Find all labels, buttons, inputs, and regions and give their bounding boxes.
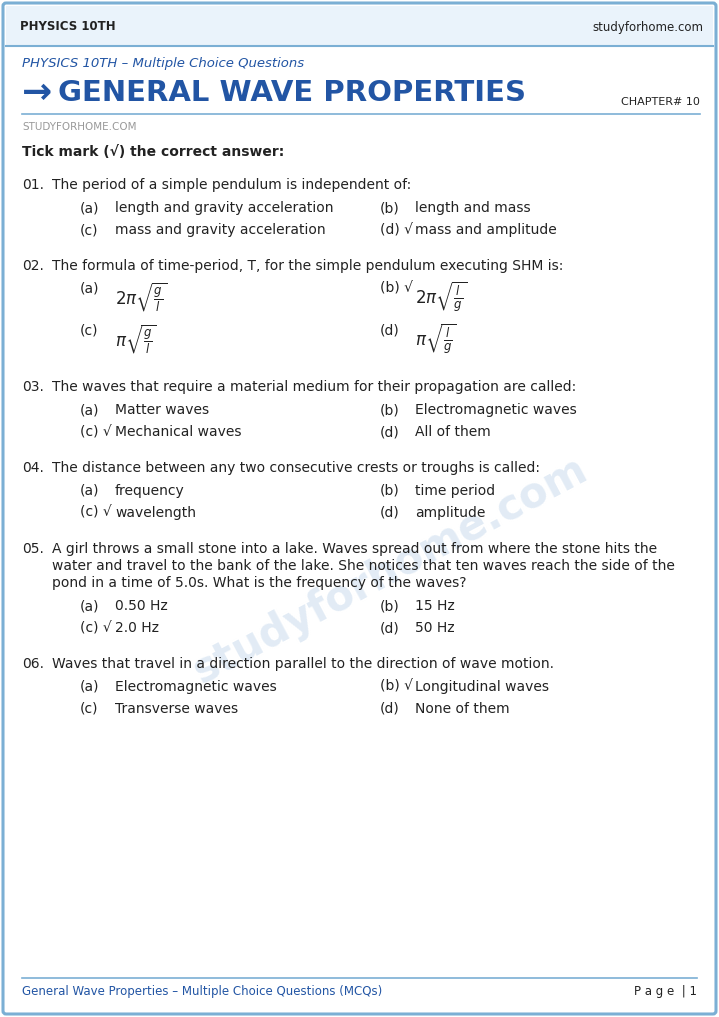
Text: mass and gravity acceleration: mass and gravity acceleration (115, 223, 326, 237)
Text: (c): (c) (80, 223, 99, 237)
Text: A girl throws a small stone into a lake. Waves spread out from where the stone h: A girl throws a small stone into a lake.… (52, 542, 657, 556)
Text: Transverse waves: Transverse waves (115, 702, 238, 716)
Text: (a): (a) (80, 599, 99, 613)
Text: (c) √: (c) √ (80, 425, 111, 439)
Text: None of them: None of them (415, 702, 510, 716)
Text: (d): (d) (380, 621, 400, 635)
FancyBboxPatch shape (3, 3, 716, 1014)
Text: Tick mark (√) the correct answer:: Tick mark (√) the correct answer: (22, 145, 284, 159)
Text: (b): (b) (380, 201, 400, 215)
Text: (d): (d) (380, 506, 400, 520)
Text: length and gravity acceleration: length and gravity acceleration (115, 201, 334, 215)
Text: 04.: 04. (22, 461, 44, 475)
Text: STUDYFORHOME.COM: STUDYFORHOME.COM (22, 122, 137, 132)
Text: →: → (22, 76, 52, 110)
Text: 15 Hz: 15 Hz (415, 599, 454, 613)
Text: pond in a time of 5.0s. What is the frequency of the waves?: pond in a time of 5.0s. What is the freq… (52, 576, 467, 590)
Text: PHYSICS 10TH – Multiple Choice Questions: PHYSICS 10TH – Multiple Choice Questions (22, 58, 304, 70)
Text: (b): (b) (380, 403, 400, 417)
Text: The formula of time-period, T, for the simple pendulum executing SHM is:: The formula of time-period, T, for the s… (52, 259, 564, 273)
Text: (b): (b) (380, 599, 400, 613)
Text: CHAPTER# 10: CHAPTER# 10 (621, 97, 700, 107)
Text: Electromagnetic waves: Electromagnetic waves (415, 403, 577, 417)
Text: PHYSICS 10TH: PHYSICS 10TH (20, 20, 116, 34)
Text: (d) √: (d) √ (380, 223, 413, 237)
Text: Matter waves: Matter waves (115, 403, 209, 417)
Text: GENERAL WAVE PROPERTIES: GENERAL WAVE PROPERTIES (58, 79, 526, 107)
Text: $2\pi\sqrt{\frac{l}{g}}$: $2\pi\sqrt{\frac{l}{g}}$ (415, 280, 467, 314)
Text: mass and amplitude: mass and amplitude (415, 223, 557, 237)
Text: $\pi\sqrt{\frac{g}{l}}$: $\pi\sqrt{\frac{g}{l}}$ (115, 322, 157, 356)
Text: The period of a simple pendulum is independent of:: The period of a simple pendulum is indep… (52, 178, 411, 192)
Text: (c) √: (c) √ (80, 506, 111, 520)
Text: water and travel to the bank of the lake. She notices that ten waves reach the s: water and travel to the bank of the lake… (52, 559, 675, 573)
Text: (c) √: (c) √ (80, 621, 111, 635)
Text: (d): (d) (380, 425, 400, 439)
Text: 2.0 Hz: 2.0 Hz (115, 621, 159, 635)
Text: length and mass: length and mass (415, 201, 531, 215)
Text: (d): (d) (380, 702, 400, 716)
Text: (b) √: (b) √ (380, 680, 413, 694)
Text: (c): (c) (80, 702, 99, 716)
Text: frequency: frequency (115, 484, 185, 498)
Text: wavelength: wavelength (115, 506, 196, 520)
Text: amplitude: amplitude (415, 506, 485, 520)
Text: 02.: 02. (22, 259, 44, 273)
Text: (a): (a) (80, 680, 99, 694)
Text: (b): (b) (380, 484, 400, 498)
Text: 06.: 06. (22, 657, 44, 671)
Text: All of them: All of them (415, 425, 491, 439)
Text: P a g e  | 1: P a g e | 1 (634, 985, 697, 999)
Text: Waves that travel in a direction parallel to the direction of wave motion.: Waves that travel in a direction paralle… (52, 657, 554, 671)
Text: 03.: 03. (22, 380, 44, 394)
Bar (6, 6, 713, 46)
Text: 50 Hz: 50 Hz (415, 621, 454, 635)
Text: The distance between any two consecutive crests or troughs is called:: The distance between any two consecutive… (52, 461, 540, 475)
Text: studyforhome.com: studyforhome.com (592, 20, 703, 34)
Text: Longitudinal waves: Longitudinal waves (415, 680, 549, 694)
Text: studyforhome.com: studyforhome.com (186, 448, 595, 692)
Text: $\pi\sqrt{\frac{l}{g}}$: $\pi\sqrt{\frac{l}{g}}$ (415, 322, 457, 356)
Text: $2\pi\sqrt{\frac{g}{l}}$: $2\pi\sqrt{\frac{g}{l}}$ (115, 280, 168, 313)
Text: time period: time period (415, 484, 495, 498)
Text: (d): (d) (380, 324, 400, 338)
Text: 05.: 05. (22, 542, 44, 556)
Text: General Wave Properties – Multiple Choice Questions (MCQs): General Wave Properties – Multiple Choic… (22, 985, 383, 999)
Text: 0.50 Hz: 0.50 Hz (115, 599, 168, 613)
Text: (b) √: (b) √ (380, 282, 413, 296)
Text: 01.: 01. (22, 178, 44, 192)
Text: (a): (a) (80, 282, 99, 296)
Text: Electromagnetic waves: Electromagnetic waves (115, 680, 277, 694)
Text: The waves that require a material medium for their propagation are called:: The waves that require a material medium… (52, 380, 576, 394)
Text: (a): (a) (80, 201, 99, 215)
Text: (a): (a) (80, 403, 99, 417)
Text: (a): (a) (80, 484, 99, 498)
Text: (c): (c) (80, 324, 99, 338)
Text: Mechanical waves: Mechanical waves (115, 425, 242, 439)
